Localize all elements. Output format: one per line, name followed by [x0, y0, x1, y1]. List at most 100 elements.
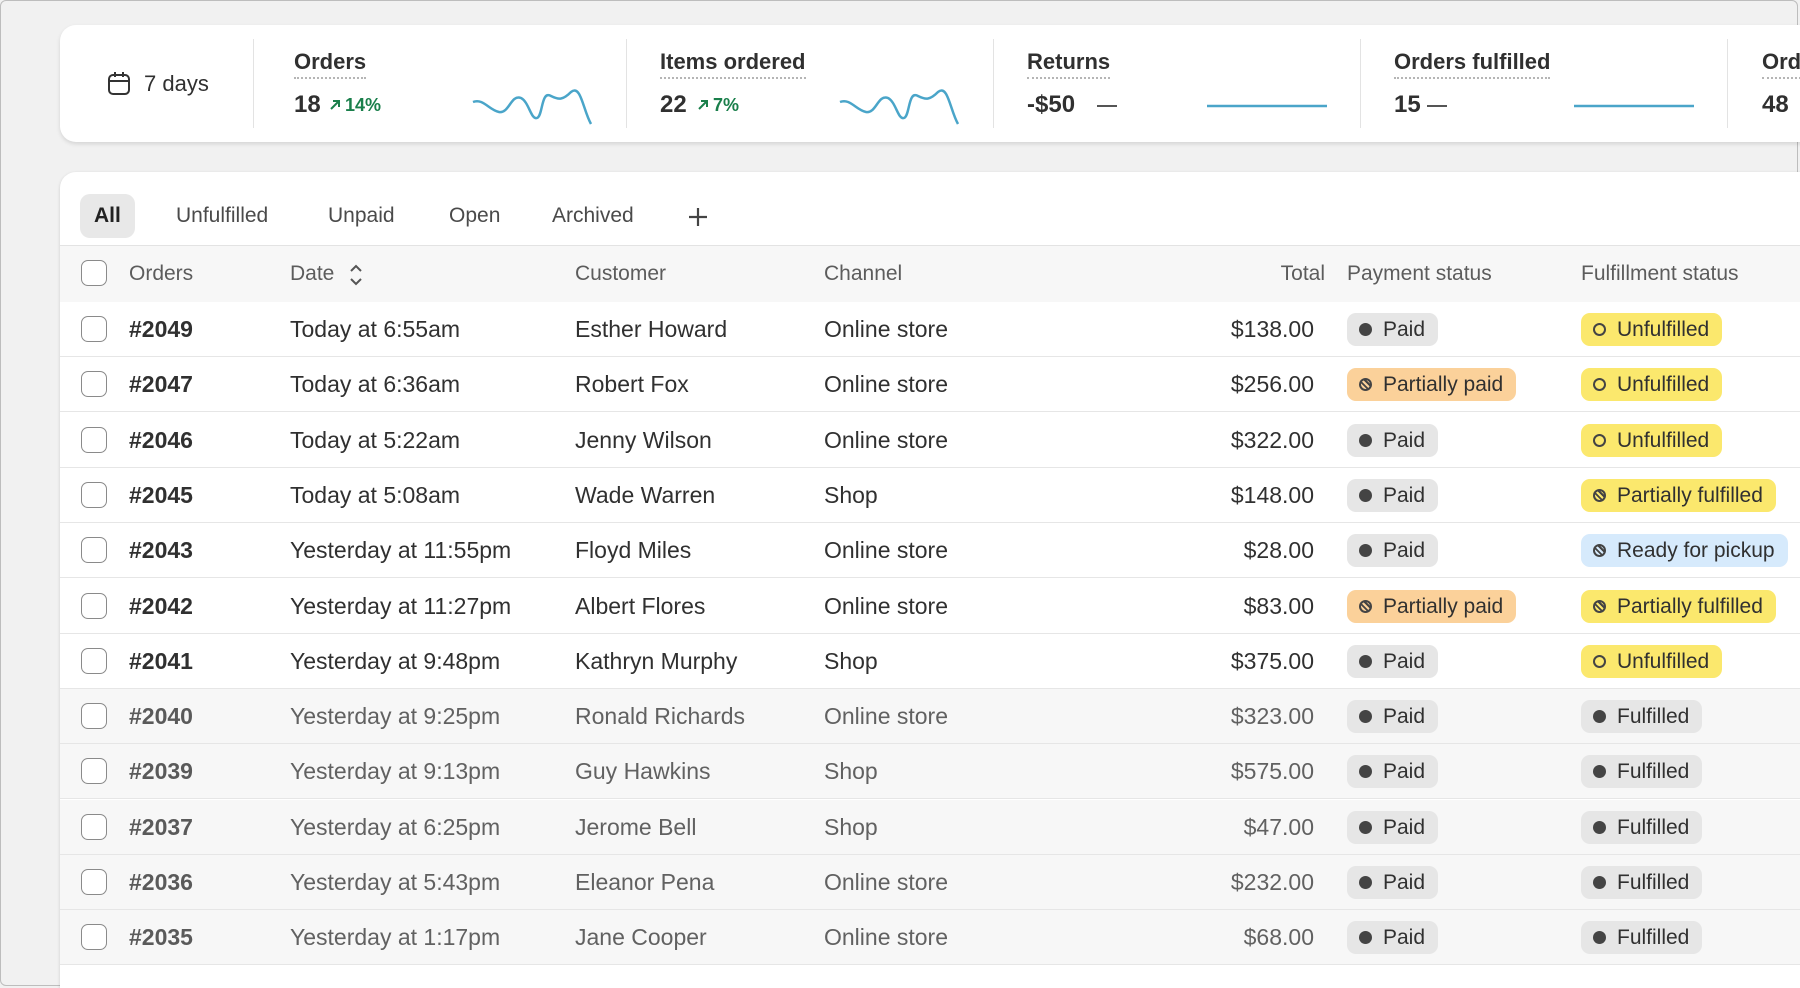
fulfillment-status-badge: Fulfilled: [1581, 700, 1703, 734]
tab[interactable]: Open: [449, 204, 501, 227]
order-number[interactable]: #2041: [129, 647, 193, 674]
customer-name: Jane Cooper: [575, 924, 707, 951]
status-icon: [1593, 710, 1606, 724]
row-checkbox[interactable]: [81, 924, 107, 951]
customer-name: Jenny Wilson: [575, 426, 712, 453]
metric-value: 18: [294, 91, 321, 118]
fulfillment-status-badge: Ready for pickup: [1581, 534, 1788, 568]
select-all-checkbox[interactable]: [81, 260, 107, 286]
table-row[interactable]: #2049 Today at 6:55am Esther Howard Online …: [60, 302, 1800, 357]
tab[interactable]: Archived: [552, 204, 634, 227]
customer-name: Floyd Miles: [575, 537, 692, 564]
tab[interactable]: Unfulfilled: [176, 204, 269, 227]
table-row[interactable]: #2040 Yesterday at 9:25pm Ronald Richards O…: [60, 689, 1800, 745]
order-number[interactable]: #2042: [129, 592, 193, 619]
table-row[interactable]: #2045 Today at 5:08am Wade Warren Shop $148.…: [60, 467, 1800, 523]
metric-change: 14%: [345, 95, 382, 115]
row-checkbox[interactable]: [81, 537, 107, 564]
fulfillment-status-badge: Fulfilled: [1581, 866, 1703, 899]
payment-status-badge: Partially paid: [1347, 589, 1517, 623]
calendar-icon: [108, 72, 130, 95]
order-total: $323.00: [1230, 703, 1314, 730]
order-number[interactable]: #2040: [129, 703, 193, 730]
customer-name: Ronald Richards: [575, 703, 746, 730]
status-icon: [1359, 544, 1372, 558]
order-number[interactable]: #2049: [129, 316, 193, 342]
column-header[interactable]: Date: [290, 262, 335, 285]
separator: [253, 39, 254, 128]
status-icon: [1359, 765, 1372, 779]
date-range[interactable]: 7 days: [144, 71, 209, 96]
customer-name: Eleanor Pena: [575, 869, 715, 895]
add-tab-button[interactable]: [687, 206, 709, 228]
table-row[interactable]: #2043 Yesterday at 11:55pm Floyd Miles Onli…: [60, 523, 1800, 579]
sort-icon[interactable]: [348, 262, 364, 288]
status-icon: [1593, 599, 1606, 613]
metric-label[interactable]: Orders: [294, 49, 367, 79]
row-checkbox[interactable]: [81, 869, 107, 895]
order-number[interactable]: #2035: [129, 924, 193, 951]
order-number[interactable]: #2036: [129, 869, 193, 895]
tab[interactable]: All: [80, 194, 135, 238]
order-number[interactable]: #2043: [129, 537, 193, 564]
status-icon: [1359, 599, 1372, 613]
order-date: Yesterday at 1:17pm: [290, 924, 501, 951]
metric-label[interactable]: Ord: [1762, 49, 1800, 79]
sales-channel: Online store: [824, 703, 949, 730]
sparkline: [472, 89, 593, 125]
payment-status-badge: Paid: [1347, 866, 1439, 899]
order-number[interactable]: #2046: [129, 426, 193, 453]
fulfillment-status-badge: Fulfilled: [1581, 810, 1703, 844]
sales-channel: Shop: [824, 813, 878, 840]
table-row[interactable]: #2046 Today at 5:22am Jenny Wilson Online s…: [60, 412, 1800, 468]
payment-status-badge: Paid: [1347, 423, 1439, 457]
fulfillment-status-badge: Partially fulfilled: [1581, 589, 1776, 623]
table-row[interactable]: #2035 Yesterday at 1:17pm Jane Cooper Onlin…: [60, 910, 1800, 966]
table-row[interactable]: #2036 Yesterday at 5:43pm Eleanor Pena Onli…: [60, 855, 1800, 910]
status-icon: [1359, 378, 1372, 392]
row-checkbox[interactable]: [81, 371, 107, 398]
status-icon: [1593, 488, 1606, 502]
table-row[interactable]: #2037 Yesterday at 6:25pm Jerome Bell Shop $…: [60, 799, 1800, 855]
order-number[interactable]: #2047: [129, 371, 193, 398]
customer-name: Guy Hawkins: [575, 758, 711, 785]
sales-channel: Shop: [824, 481, 878, 508]
row-checkbox[interactable]: [81, 592, 107, 619]
table-row[interactable]: #2047 Today at 6:36am Robert Fox Online sto…: [60, 357, 1800, 413]
order-date: Today at 6:55am: [290, 316, 461, 342]
sales-channel: Online store: [824, 371, 949, 398]
customer-name: Esther Howard: [575, 316, 728, 342]
row-checkbox[interactable]: [81, 481, 107, 508]
separator: [1727, 39, 1728, 128]
table-row[interactable]: #2041 Yesterday at 9:48pm Kathryn Murphy Sh…: [60, 633, 1800, 689]
row-checkbox[interactable]: [81, 758, 107, 785]
row-checkbox[interactable]: [81, 316, 107, 342]
row-checkbox[interactable]: [81, 813, 107, 840]
status-icon: [1593, 544, 1606, 558]
payment-status-badge: Paid: [1347, 478, 1439, 512]
order-total: $256.00: [1230, 371, 1314, 398]
table-row[interactable]: #2042 Yesterday at 11:27pm Albert Flores On…: [60, 578, 1800, 634]
row-checkbox[interactable]: [81, 426, 107, 453]
tab[interactable]: Unpaid: [328, 204, 395, 227]
metric-label[interactable]: Orders fulfilled: [1394, 49, 1551, 79]
metric-label[interactable]: Returns: [1027, 49, 1111, 79]
status-icon: [1359, 876, 1372, 889]
sparkline: [1207, 104, 1327, 108]
table-row[interactable]: #2039 Yesterday at 9:13pm Guy Hawkins Shop $…: [60, 744, 1800, 800]
order-total: $83.00: [1243, 592, 1314, 619]
column-header: Orders: [129, 262, 194, 285]
order-number[interactable]: #2037: [129, 813, 193, 840]
order-date: Today at 5:08am: [290, 481, 461, 508]
status-icon: [1593, 433, 1606, 447]
row-checkbox[interactable]: [81, 647, 107, 674]
sales-channel: Online store: [824, 924, 949, 951]
order-number[interactable]: #2045: [129, 481, 193, 508]
order-number[interactable]: #2039: [129, 758, 193, 785]
table-header: Orders Date Customer Channel Total Payme…: [60, 245, 1800, 303]
metric-label[interactable]: Items ordered: [660, 49, 806, 79]
order-total: $322.00: [1230, 426, 1314, 453]
row-checkbox[interactable]: [81, 703, 107, 730]
payment-status-badge: Paid: [1347, 700, 1439, 734]
status-icon: [1359, 931, 1372, 945]
